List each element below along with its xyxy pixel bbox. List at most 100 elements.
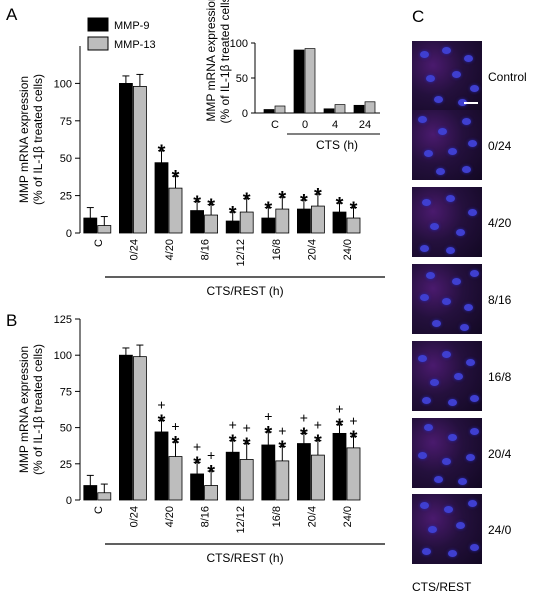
nucleus-spot [448,399,457,406]
nucleus-spot [418,116,427,123]
nucleus-spot [420,502,429,509]
panel-b-xtick-label: C [93,506,105,514]
nucleus-spot [458,99,467,106]
nucleus-spot [420,245,429,252]
micrograph-label: 8/16 [488,293,512,307]
panel-a-asterisk: * [229,203,237,225]
panel-a-bar [154,162,169,234]
panel-a-xtick-label: 16/8 [271,239,283,260]
nucleus-spot [462,166,471,173]
micrograph-label: 24/0 [488,523,512,537]
nucleus-spot [418,452,427,459]
inset-bar [364,101,376,114]
panel-b-xlabel: CTS/REST (h) [206,551,283,565]
panel-b-xtick-label: 16/8 [271,506,283,527]
panel-b-asterisk: * [278,437,286,459]
panel-b-bar [132,356,147,501]
nucleus-spot [464,304,473,311]
panel-b-ytick-label: 0 [66,495,72,507]
inset-ylabel-2: (% of IL-1β treated cells) [218,0,232,123]
micrograph-image [412,494,482,564]
inset-ytick-label: 100 [230,38,248,50]
nucleus-spot [442,351,451,358]
panel-a-xtick-label: 8/16 [200,239,212,260]
panel-b-asterisk: * [350,427,358,449]
panel-letter-c: C [412,7,424,26]
panel-b-plus-mark: + [229,417,237,433]
panel-a-ylabel: MMP mRNA expression [17,76,31,203]
micrograph-image [412,187,482,257]
panel-b-asterisk: * [264,423,272,445]
nucleus-spot [420,294,429,301]
panel-b-bar [332,432,347,501]
panel-a-ytick-label: 100 [54,78,72,90]
panel-b-asterisk: * [207,462,215,484]
nucleus-spot [448,148,457,155]
nucleus-spot [442,47,451,54]
panel-a-bar [119,83,133,234]
micrograph-label: 16/8 [488,370,512,384]
panel-b-bar [310,454,325,501]
nucleus-spot [456,522,465,529]
panel-b-xtick-label: 0/24 [128,506,140,527]
panel-b-asterisk: * [314,432,322,454]
nucleus-spot [466,359,475,366]
nucleus-spot [430,379,439,386]
nucleus-spot [426,272,435,279]
panel-a-bar [239,211,254,234]
nucleus-spot [470,544,479,551]
nucleus-spot [432,320,441,327]
panel-a-ylabel-2: (% of IL-1β treated cells) [31,74,45,205]
nucleus-spot [468,140,477,147]
nucleus-spot [422,397,431,404]
micrograph-label: Control [488,70,527,84]
panel-b-bar [261,444,276,501]
panel-a-xtick-label: 24/0 [342,239,354,260]
inset-xtick-label: 0 [302,119,308,131]
panel-a-bar [83,217,98,234]
panel-b-ytick-label: 125 [54,314,72,326]
nucleus-spot [420,51,429,58]
panel-a-ytick-label: 0 [66,228,72,240]
nucleus-spot [458,478,467,485]
panel-b-bar [97,492,112,501]
panel-b-ylabel: MMP mRNA expression [17,346,31,473]
micrograph-label: 20/4 [488,447,512,461]
nucleus-spot [438,128,447,135]
panel-b-bar [154,431,169,501]
nucleus-spot [434,476,443,483]
panel-a-bar [310,205,325,234]
inset-ytick-label: 0 [242,108,248,120]
panel-a-asterisk: * [193,193,201,215]
panel-b-plus-mark: + [243,420,251,436]
panel-a-asterisk: * [172,167,180,189]
nucleus-spot [470,85,479,92]
panel-b-ytick-label: 75 [60,386,72,398]
nucleus-spot [468,209,477,216]
panel-b-asterisk: * [158,411,166,433]
micrograph-image [412,341,482,411]
nucleus-spot [442,458,451,465]
nucleus-spot [422,548,431,555]
panel-b-plus-mark: + [171,418,179,434]
inset-xtick-label: 4 [332,119,338,131]
nucleus-spot [460,324,469,331]
panel-b-ytick-label: 50 [60,423,72,435]
panel-b-bar [225,451,240,501]
nucleus-spot [466,454,475,461]
inset-xtick-label: 24 [359,119,371,131]
nucleus-spot [468,500,477,507]
nucleus-spot [418,355,427,362]
inset-bar [334,104,346,114]
panel-a-bar [168,187,183,234]
panel-b-ytick-label: 100 [54,350,72,362]
nucleus-spot [436,168,445,175]
panel-b-plus-mark: + [300,409,308,425]
panel-b-bar [83,485,98,501]
panel-a-ytick-label: 75 [60,116,72,128]
panel-b-plus-mark: + [278,422,286,438]
inset-bar [293,49,305,114]
nucleus-spot [462,118,471,125]
nucleus-spot [428,526,437,533]
nucleus-spot [452,71,461,78]
